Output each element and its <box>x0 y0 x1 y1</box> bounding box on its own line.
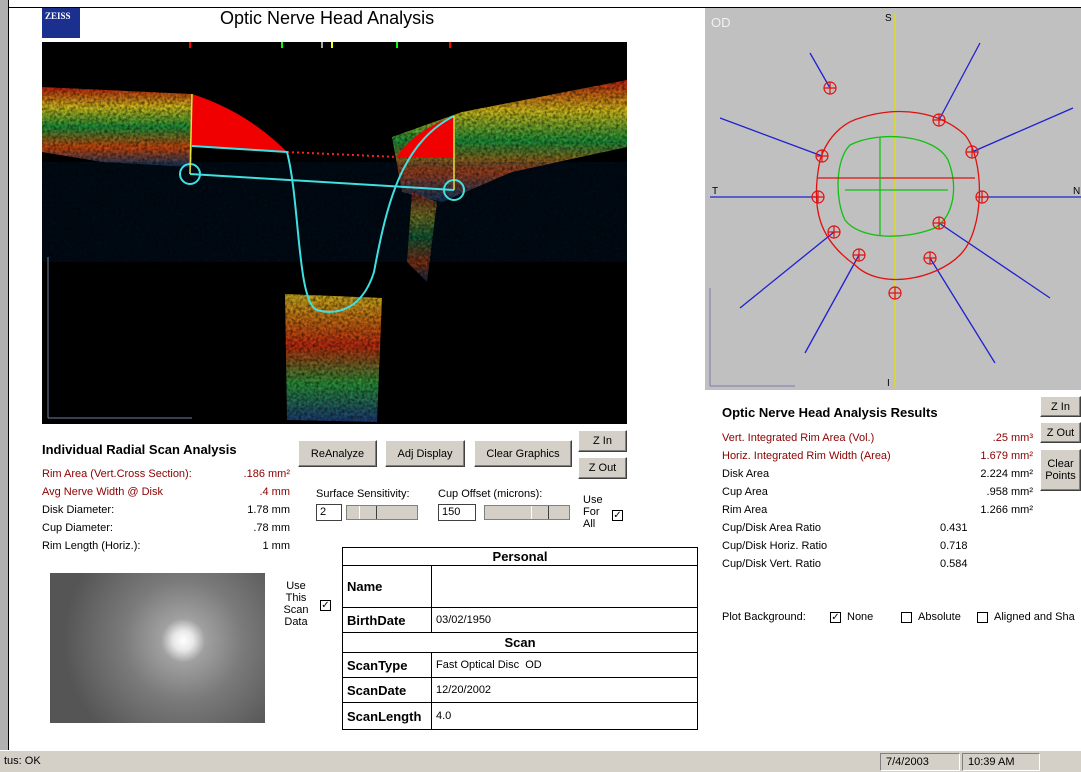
result-value: 0.431 <box>940 522 968 534</box>
row-value: 1 mm <box>263 540 291 552</box>
result-label: Cup Area <box>722 486 768 498</box>
field-value: 12/20/2002 <box>432 678 698 703</box>
result-label: Cup/Disk Horiz. Ratio <box>722 540 827 552</box>
plot-background-label: Plot Background: <box>722 611 806 623</box>
result-value: 0.584 <box>940 558 968 570</box>
option-checkbox[interactable] <box>977 612 988 623</box>
zoom-in-button[interactable]: Z In <box>578 430 627 452</box>
option-checkbox[interactable] <box>901 612 912 623</box>
option-label: Absolute <box>918 611 961 623</box>
oct-scan <box>42 42 627 424</box>
row-value: .186 mm² <box>244 468 290 480</box>
option-checkbox[interactable]: ✓ <box>830 612 841 623</box>
row-label: Disk Diameter: <box>42 504 114 516</box>
status-message: tus: OK <box>4 755 41 767</box>
section-title: Individual Radial Scan Analysis <box>42 442 237 457</box>
plot-background <box>705 8 1081 390</box>
use-scan-data-checkbox[interactable]: ✓ <box>320 600 331 611</box>
field-value: 4.0 <box>432 703 698 730</box>
nasal-label: N <box>1073 186 1080 197</box>
logo-text: ZEISS <box>45 11 71 21</box>
result-label: Disk Area <box>722 468 769 480</box>
left-strip <box>0 0 8 750</box>
fundus-photo <box>50 573 265 723</box>
field-value: Fast Optical Disc OD <box>432 653 698 678</box>
status-date: 7/4/2003 <box>886 756 929 768</box>
status-panel: 10:39 AM <box>962 753 1040 771</box>
screen: {"header":{"logo":"ZEISS","title":"Optic… <box>0 0 1081 771</box>
result-value: .958 mm² <box>987 486 1033 498</box>
sensitivity-slider[interactable] <box>346 505 418 520</box>
temporal-label: T <box>712 186 718 197</box>
logo: ZEISS <box>42 8 80 38</box>
slider-thumb <box>531 506 549 519</box>
clear-points-button[interactable]: Clear Points <box>1040 449 1081 491</box>
row-label: Avg Nerve Width @ Disk <box>42 486 163 498</box>
sensitivity-label: Surface Sensitivity: <box>316 488 410 500</box>
result-label: Vert. Integrated Rim Area (Vol.) <box>722 432 874 444</box>
table-header: Scan <box>343 633 698 653</box>
adj-display-button[interactable]: Adj Display <box>385 440 465 467</box>
sensitivity-input[interactable]: 2 <box>316 504 342 521</box>
cup-offset-label: Cup Offset (microns): <box>438 488 542 500</box>
result-label: Horiz. Integrated Rim Width (Area) <box>722 450 891 462</box>
row-label: Rim Area (Vert.Cross Section): <box>42 468 192 480</box>
clear-graphics-button[interactable]: Clear Graphics <box>474 440 572 467</box>
row-value: .4 mm <box>259 486 290 498</box>
zoom-out-button[interactable]: Z Out <box>578 457 627 479</box>
plot-zoom-out-button[interactable]: Z Out <box>1040 422 1081 443</box>
cup-offset-slider[interactable] <box>484 505 570 520</box>
plot-zoom-in-button[interactable]: Z In <box>1040 396 1081 417</box>
use-for-all-checkbox[interactable]: ✓ <box>612 510 623 521</box>
row-value: 1.78 mm <box>247 504 290 516</box>
superior-label: S <box>885 13 892 24</box>
reanalyze-button[interactable]: ReAnalyze <box>298 440 377 467</box>
use-scan-data-label: Use This Scan Data <box>280 580 312 628</box>
option-label: None <box>847 611 873 623</box>
field-label: ScanLength <box>343 703 432 730</box>
cup-offset-input[interactable]: 150 <box>438 504 476 521</box>
table-header: Personal <box>343 548 698 566</box>
field-label: Name <box>343 566 432 608</box>
row-label: Rim Length (Horiz.): <box>42 540 140 552</box>
result-label: Rim Area <box>722 504 767 516</box>
status-bar: tus: OK 7/4/2003 10:39 AM <box>0 750 1081 772</box>
result-value: 0.718 <box>940 540 968 552</box>
field-label: ScanType <box>343 653 432 678</box>
field-label: BirthDate <box>343 608 432 633</box>
slider-thumb <box>359 506 377 519</box>
result-value: 2.224 mm² <box>980 468 1033 480</box>
field-label: ScanDate <box>343 678 432 703</box>
title: Optic Nerve Head Analysis <box>220 8 434 29</box>
eye-label: OD <box>711 15 731 30</box>
result-value: 1.679 mm² <box>980 450 1033 462</box>
status-panel: 7/4/2003 <box>880 753 960 771</box>
status-time: 10:39 AM <box>968 756 1014 768</box>
result-label: Cup/Disk Vert. Ratio <box>722 558 821 570</box>
left-border <box>8 0 9 750</box>
fundus-plot: OD S T N I <box>705 8 1081 390</box>
use-for-all-label: Use For All <box>583 494 607 530</box>
field-value: 03/02/1950 <box>432 608 698 633</box>
result-value: 1.266 mm² <box>980 504 1033 516</box>
row-value: .78 mm <box>253 522 290 534</box>
inferior-label: I <box>887 378 890 389</box>
option-label: Aligned and Sha <box>994 611 1075 623</box>
result-value: .25 mm³ <box>993 432 1033 444</box>
field-value <box>432 566 698 608</box>
result-label: Cup/Disk Area Ratio <box>722 522 821 534</box>
results-title: Optic Nerve Head Analysis Results <box>722 405 938 420</box>
row-label: Cup Diameter: <box>42 522 113 534</box>
